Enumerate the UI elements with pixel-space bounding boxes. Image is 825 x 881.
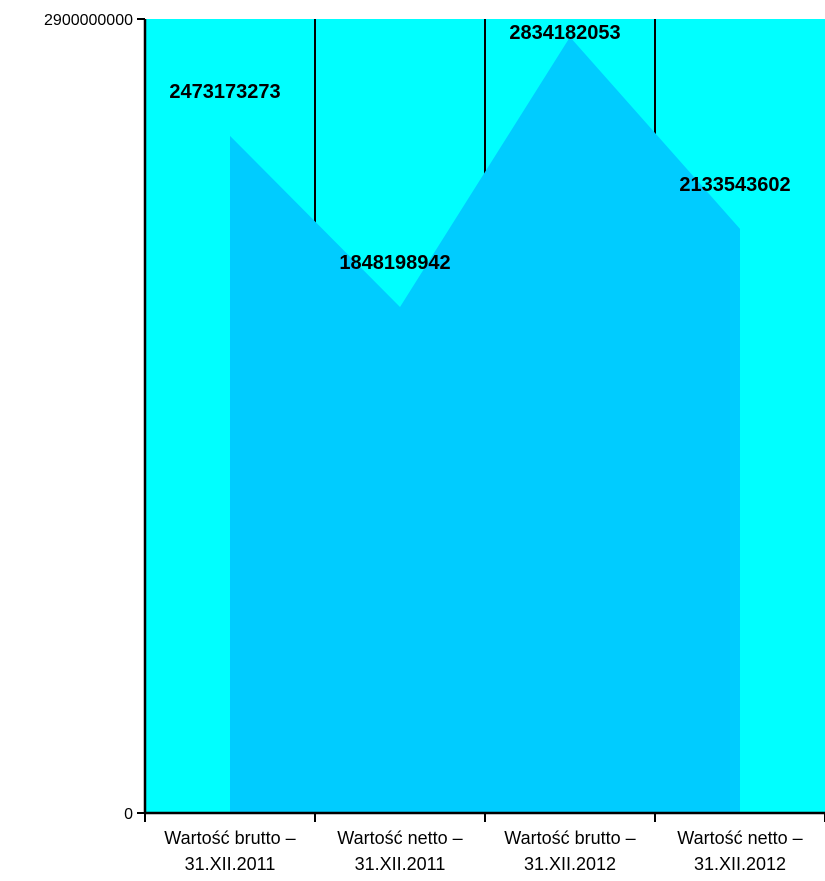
y-axis-tick-labels: 0 2900000000 <box>44 12 133 823</box>
x-category-label: Wartość brutto –31.XII.2012 <box>504 828 635 874</box>
data-label: 2473173273 <box>169 81 280 103</box>
data-label: 1848198942 <box>339 252 450 274</box>
y-tick-label: 0 <box>124 806 133 823</box>
x-category-label: Wartość netto –31.XII.2012 <box>677 828 802 874</box>
y-tick-label: 2900000000 <box>44 12 133 29</box>
data-label: 2133543602 <box>679 174 790 196</box>
data-labels: 2473173273 1848198942 2834182053 2133543602 <box>169 22 790 274</box>
x-category-label: Wartość brutto –31.XII.2011 <box>164 828 295 874</box>
x-category-label: Wartość netto –31.XII.2011 <box>337 828 462 874</box>
data-label: 2834182053 <box>509 22 620 44</box>
x-axis-category-labels: Wartość brutto –31.XII.2011 Wartość netto… <box>164 828 802 874</box>
area-series <box>230 37 740 813</box>
axes <box>137 18 825 822</box>
